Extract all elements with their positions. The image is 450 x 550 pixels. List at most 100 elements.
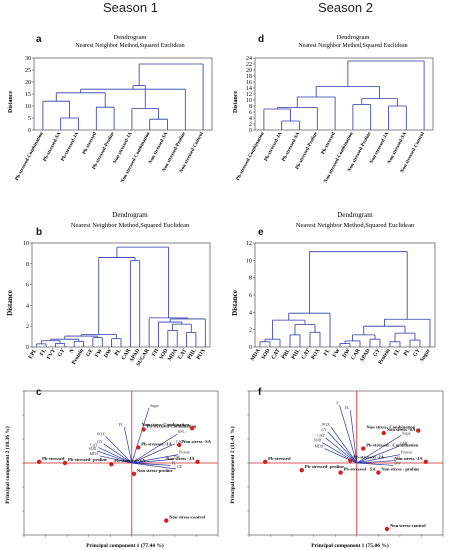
loading-vector bbox=[356, 462, 394, 466]
leaf-label: CAR bbox=[350, 347, 362, 361]
y-axis-title: Distance bbox=[233, 91, 239, 113]
dendrogram-title: Dendrogram bbox=[337, 34, 370, 41]
loading-label: POX bbox=[322, 423, 330, 427]
loading-vector bbox=[356, 445, 399, 464]
score-point bbox=[131, 471, 137, 476]
score-point bbox=[136, 445, 141, 450]
score-point bbox=[177, 442, 182, 448]
score-point bbox=[141, 427, 146, 432]
score-point bbox=[262, 459, 268, 464]
score-point bbox=[338, 470, 343, 475]
dendrogram-a: Dendrogram Nearest Neighbor Method,Squar… bbox=[8, 34, 213, 184]
leaf-label: FL bbox=[39, 348, 48, 357]
biplot-f: Principal component 2 (11.41 %) Principa… bbox=[229, 390, 444, 549]
leaf-label: EPL bbox=[28, 348, 39, 361]
loading-label: CAR bbox=[400, 442, 408, 446]
score-point bbox=[376, 470, 381, 475]
y-tick-label: 14 bbox=[246, 86, 252, 92]
leaf-label: Pb-stressed-Combination bbox=[236, 131, 266, 181]
svg-text:Distance: Distance bbox=[233, 91, 239, 113]
y-tick-label: 0 bbox=[26, 345, 29, 351]
leaf-label: FW bbox=[332, 347, 342, 358]
panel-label-d: d bbox=[258, 34, 265, 45]
loading-label: FL bbox=[397, 457, 402, 461]
leaf-label: FH bbox=[151, 347, 161, 357]
leaf-label: CAT bbox=[271, 348, 282, 361]
panel-label-f: f bbox=[258, 387, 262, 398]
y-tick-label: 0 bbox=[249, 345, 252, 351]
leaf-label: Pb-stressed-Combination bbox=[15, 131, 45, 181]
y-tick-label: 6 bbox=[249, 110, 252, 116]
leaf-label: CAT bbox=[301, 348, 312, 361]
loading-vector bbox=[356, 454, 400, 464]
loading-vector bbox=[131, 443, 176, 464]
biplot-c: Principal component 2 (10.36 %) Principa… bbox=[4, 390, 219, 549]
score-point bbox=[189, 426, 195, 431]
loading-label: PL bbox=[172, 461, 177, 465]
loading-vector bbox=[103, 443, 132, 464]
score-label: Non stress -JA bbox=[394, 456, 423, 461]
score-point bbox=[381, 430, 386, 436]
y-tick-label: 2 bbox=[26, 324, 29, 330]
score-point bbox=[348, 458, 353, 463]
loading-label: SOD bbox=[89, 447, 97, 451]
y-axis-title: Principal component 2 (11.41 %) bbox=[229, 426, 236, 503]
y-tick-label: 8 bbox=[26, 262, 29, 268]
dendrogram-subtitle: Nearest Neighbor Method,Squared Euclidea… bbox=[75, 43, 184, 49]
y-axis-title: Distance bbox=[8, 91, 14, 113]
dendrogram-e: Dendrogram Nearest Neighbor Method,Squar… bbox=[231, 211, 436, 366]
loading-vector bbox=[99, 455, 132, 464]
leaf-label: FW bbox=[94, 347, 104, 358]
loading-vector bbox=[131, 459, 173, 464]
leaf-label: SPAD bbox=[359, 348, 371, 363]
dendrogram-title: Dendrogram bbox=[112, 211, 148, 219]
svg-text:Distance: Distance bbox=[231, 290, 239, 316]
leaf-label: Non stressed-SA bbox=[387, 131, 408, 165]
y-tick-label: 15 bbox=[25, 92, 31, 98]
loading-label: GY bbox=[97, 440, 103, 444]
dendrogram-subtitle: Nearest Neighbor Method,Squared Euclidea… bbox=[298, 43, 407, 49]
dendrogram-d: Dendrogram Nearest Neighbor Method,Squar… bbox=[233, 34, 434, 184]
leaf-label: GY bbox=[412, 348, 421, 358]
leaf-label: N bbox=[69, 348, 76, 355]
panel-label-b: b bbox=[36, 227, 43, 238]
leaf-label: POX bbox=[196, 348, 207, 361]
plot-frame bbox=[254, 242, 436, 348]
score-point bbox=[299, 468, 305, 473]
leaf-label: GY bbox=[57, 348, 66, 358]
leaf-label: DW bbox=[342, 347, 352, 359]
score-label: Pb-stressed -SA bbox=[114, 458, 146, 463]
score-label: Non stress-control bbox=[390, 523, 426, 528]
loading-vector bbox=[105, 436, 133, 464]
score-label: Non stress - proline bbox=[381, 467, 419, 472]
y-tick-label: 10 bbox=[246, 98, 252, 104]
loading-label: DW bbox=[174, 455, 181, 459]
leaf-label: Non stressed-JA bbox=[113, 131, 134, 164]
leaf-label: PHL bbox=[187, 348, 198, 361]
y-tick-label: 5 bbox=[28, 116, 31, 122]
loading-label: POX bbox=[97, 433, 105, 437]
score-label: Pb-stressed -JA bbox=[353, 455, 384, 460]
dendrogram-title: Dendrogram bbox=[114, 34, 147, 41]
loading-vector bbox=[339, 405, 358, 464]
panel-label-e: e bbox=[258, 227, 264, 238]
x-axis-title: Principal component 1 (75.06 %) bbox=[311, 542, 389, 549]
y-tick-label: 2 bbox=[249, 122, 252, 128]
loading-vector bbox=[356, 460, 396, 464]
y-tick-label: 4 bbox=[249, 116, 252, 122]
y-tick-label: 22 bbox=[246, 62, 252, 68]
y-tick-label: 10 bbox=[25, 104, 31, 110]
y-tick-label: 4 bbox=[249, 310, 252, 316]
leaf-label: Pb-stressed-JA bbox=[264, 131, 284, 162]
loading-vector bbox=[131, 462, 177, 470]
y-tick-label: 0 bbox=[28, 128, 31, 134]
loading-label: Protein bbox=[401, 451, 412, 455]
score-label: Non stress-proline bbox=[137, 468, 173, 473]
loading-label: GE bbox=[177, 465, 183, 469]
leaf-label: Pb-stressed-SA bbox=[282, 131, 302, 162]
y-tick-label: 0 bbox=[249, 128, 252, 134]
y-tick-label: 8 bbox=[249, 104, 252, 110]
loading-label: SOD bbox=[314, 439, 322, 443]
leaf-label: GY bbox=[372, 348, 381, 358]
loading-vector bbox=[330, 426, 358, 464]
